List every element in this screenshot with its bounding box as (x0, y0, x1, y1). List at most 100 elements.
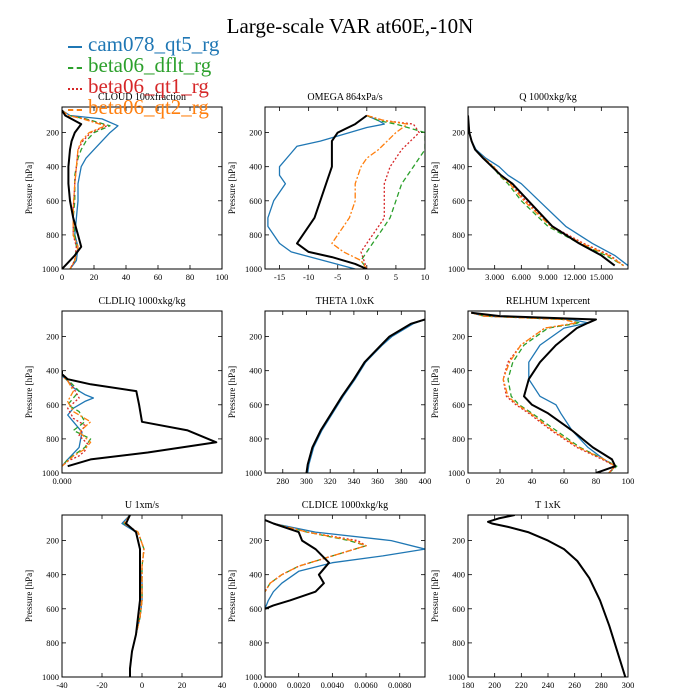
y-tick-label: 200 (249, 128, 262, 138)
panel: OMEGA 864xPa/s Pressure [hPa] 200 400 600 800… (227, 92, 429, 282)
x-tick-label: 15.000 (590, 272, 613, 282)
y-tick-label: 1000 (42, 264, 59, 274)
series-line-beta06_dflt_rg (471, 312, 618, 473)
x-tick-label: 80 (592, 476, 601, 486)
y-axis-label: Pressure [hPa] (227, 366, 237, 418)
y-tick-label: 200 (46, 536, 59, 546)
y-tick-label: 200 (452, 128, 465, 138)
legend-label: beta06_qt2_rg (88, 95, 209, 119)
y-tick-label: 800 (452, 638, 465, 648)
series-line-control (125, 515, 141, 677)
x-tick-label: -10 (303, 272, 314, 282)
series-line-control (265, 519, 330, 610)
y-tick-label: 800 (46, 230, 59, 240)
series-group (62, 109, 119, 269)
y-axis-label: Pressure [hPa] (430, 570, 440, 622)
series-line-beta06_qt1_rg (360, 114, 420, 269)
x-tick-label: 40 (122, 272, 131, 282)
x-tick-label: 240 (542, 680, 555, 690)
series-line-cam078_qt5_rg (62, 109, 119, 269)
y-axis-label: Pressure [hPa] (24, 366, 34, 418)
y-tick-label: 600 (249, 604, 262, 614)
y-axis-label: Pressure [hPa] (430, 366, 440, 418)
y-tick-label: 200 (249, 536, 262, 546)
panel-title: CLDLIQ 1000xkg/kg (99, 296, 186, 307)
series-line-control (296, 114, 368, 269)
x-tick-label: 0 (466, 476, 470, 486)
series-line-beta06_qt2_rg (471, 312, 616, 473)
x-tick-label: 340 (348, 476, 361, 486)
y-tick-label: 600 (249, 196, 262, 206)
series-group (265, 519, 425, 610)
x-tick-label: 280 (595, 680, 608, 690)
y-tick-label: 200 (46, 128, 59, 138)
y-tick-label: 1000 (245, 468, 262, 478)
y-tick-label: 600 (46, 604, 59, 614)
series-line-beta06_qt2_rg (62, 109, 106, 269)
x-tick-label: 0.0000 (253, 680, 276, 690)
y-axis-label: Pressure [hPa] (24, 162, 34, 214)
series-line-control (471, 311, 617, 473)
x-tick-label: 6.000 (512, 272, 531, 282)
x-tick-label: 0.0040 (321, 680, 344, 690)
x-tick-label: 20 (90, 272, 99, 282)
y-tick-label: 200 (249, 332, 262, 342)
plot-frame (264, 106, 426, 270)
series-line-control (487, 515, 627, 677)
series-line-beta06_dflt_rg (487, 515, 626, 677)
series-line-beta06_qt1_rg (468, 115, 624, 267)
x-tick-label: 9.000 (538, 272, 557, 282)
x-tick-label: 0 (365, 272, 369, 282)
panel: CLDLIQ 1000xkg/kg Pressure [hPa] 200 400 600… (24, 296, 223, 486)
y-tick-label: 1000 (42, 672, 59, 682)
x-tick-label: 0 (60, 272, 64, 282)
x-tick-label: 300 (622, 680, 635, 690)
x-tick-label: 100 (622, 476, 635, 486)
series-line-beta06_dflt_rg (265, 519, 367, 593)
series-group (121, 515, 145, 677)
y-tick-label: 600 (452, 196, 465, 206)
x-tick-label: 380 (395, 476, 408, 486)
x-tick-label: -20 (96, 680, 107, 690)
x-tick-label: 12.000 (563, 272, 586, 282)
legend-label: beta06_qt1_rg (88, 74, 209, 98)
series-line-cam078_qt5_rg (267, 114, 385, 269)
panel-title: T 1xK (535, 500, 561, 511)
x-tick-label: 400 (419, 476, 432, 486)
x-tick-label: 60 (154, 272, 163, 282)
series-line-control (468, 115, 616, 267)
y-tick-label: 1000 (245, 264, 262, 274)
legend-swatch (68, 46, 82, 48)
series-group (487, 515, 627, 677)
x-tick-label: -5 (334, 272, 341, 282)
panel: THETA 1.0xK Pressure [hPa] 200 400 600 800 100… (227, 296, 431, 486)
series-line-cam078_qt5_rg (265, 519, 425, 610)
y-tick-label: 1000 (448, 672, 465, 682)
y-tick-label: 800 (249, 434, 262, 444)
x-tick-label: 320 (324, 476, 337, 486)
plot-frame (467, 514, 629, 678)
series-line-beta06_dflt_rg (468, 115, 624, 267)
x-tick-label: 20 (178, 680, 187, 690)
series-line-beta06_qt2_rg (331, 114, 409, 269)
y-tick-label: 800 (452, 230, 465, 240)
panel-title: OMEGA 864xPa/s (307, 92, 382, 103)
panel: Q 1000xkg/kg Pressure [hPa] 200 400 600 800 10… (430, 92, 629, 282)
plot-frame (467, 106, 629, 270)
x-tick-label: 40 (528, 476, 537, 486)
y-tick-label: 800 (249, 638, 262, 648)
series-group (468, 115, 628, 267)
panel-title: Q 1000xkg/kg (519, 92, 577, 103)
panel: CLDICE 1000xkg/kg Pressure [hPa] 200 400 600… (227, 500, 426, 690)
y-tick-label: 1000 (448, 264, 465, 274)
x-tick-label: 0.000 (52, 476, 71, 486)
series-line-beta06_dflt_rg (305, 318, 425, 473)
plot-frame (61, 106, 223, 270)
x-tick-label: -15 (274, 272, 285, 282)
series-group (267, 114, 425, 269)
y-tick-label: 800 (452, 434, 465, 444)
